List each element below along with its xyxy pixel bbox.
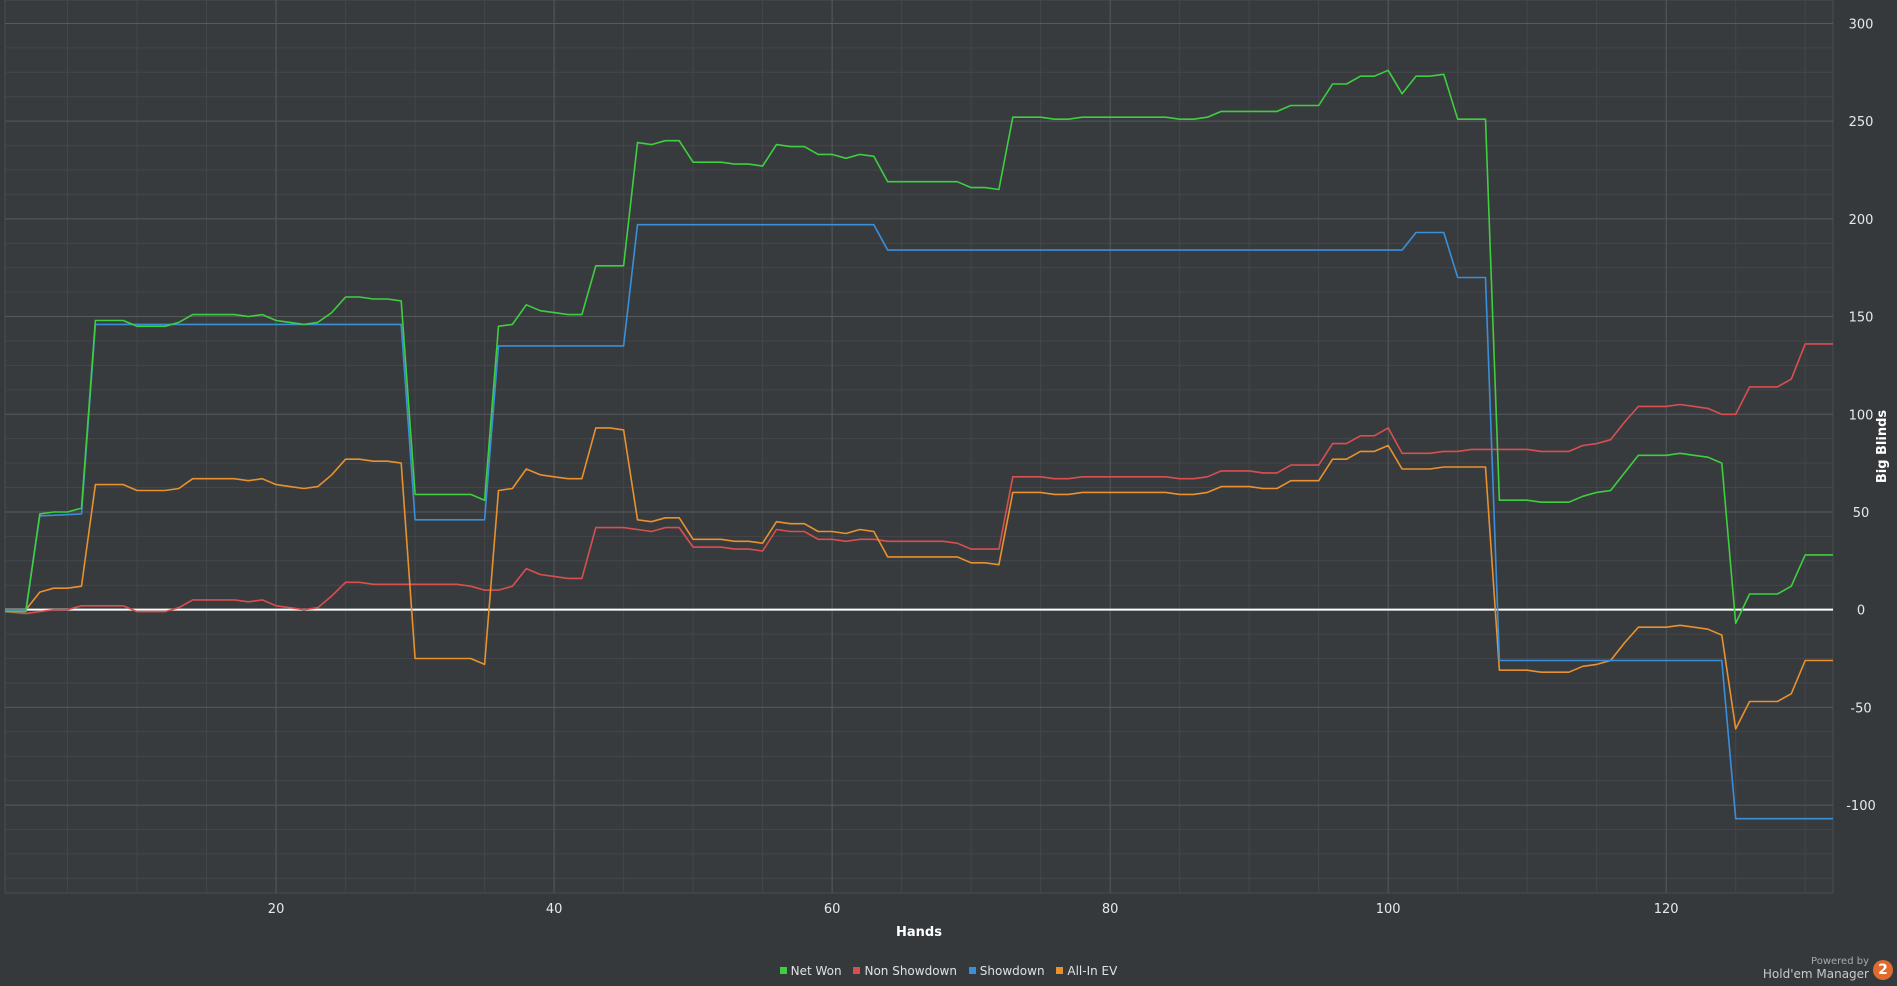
x-tick-label: 100 — [1376, 902, 1401, 917]
series-line-all-in-ev[interactable] — [5, 427, 1833, 730]
legend-item-net-won[interactable]: Net Won — [779, 964, 842, 978]
legend-swatch-non-showdown — [853, 967, 861, 974]
y-tick-label: 300 — [1849, 17, 1874, 32]
chart-legend: Net Won Non Showdown Showdown All-In EV — [0, 964, 1897, 978]
legend-item-non-showdown[interactable]: Non Showdown — [853, 964, 957, 978]
profit-line-chart: 20 40 60 80 100 120 -100 -50 0 50 100 150 200 250 300… — [4, 0, 1890, 940]
y-tick-label: -100 — [1846, 799, 1876, 814]
legend-item-all-in-ev[interactable]: All-In EV — [1056, 964, 1117, 978]
y-tick-label: 100 — [1849, 408, 1874, 423]
y-tick-label: 150 — [1849, 311, 1874, 326]
y-tick-label: -50 — [1850, 701, 1871, 716]
legend-label-non-showdown: Non Showdown — [864, 964, 957, 978]
x-tick-label: 40 — [546, 902, 563, 917]
legend-swatch-net-won — [779, 967, 787, 974]
plot-area — [4, 0, 1834, 894]
branding: Powered by Hold'em Manager 2 — [1762, 956, 1893, 981]
powered-by-text: Powered by — [1811, 956, 1869, 967]
series-line-non-showdown[interactable] — [4, 343, 1833, 615]
y-tick-label: 0 — [1857, 604, 1865, 619]
x-axis-ticks: 20 40 60 80 100 120 — [268, 902, 1679, 917]
x-tick-label: 60 — [824, 902, 841, 917]
chart-grid — [4, 0, 1834, 894]
legend-item-showdown[interactable]: Showdown — [968, 964, 1045, 978]
legend-swatch-showdown — [968, 967, 976, 974]
y-axis-ticks: -100 -50 0 50 100 150 200 250 300 — [1846, 17, 1876, 814]
x-tick-label: 20 — [268, 902, 285, 917]
legend-label-all-in-ev: All-In EV — [1067, 964, 1118, 978]
x-axis-title: Hands — [896, 925, 942, 940]
series-lines — [4, 69, 1833, 820]
legend-label-showdown: Showdown — [979, 964, 1045, 978]
y-axis-title: Big Blinds — [1875, 410, 1890, 484]
series-line-net-won[interactable] — [5, 69, 1833, 625]
legend-label-net-won: Net Won — [790, 964, 842, 978]
y-tick-label: 50 — [1853, 506, 1870, 521]
product-name: Hold'em Manager — [1762, 967, 1869, 981]
y-tick-label: 250 — [1849, 115, 1874, 130]
x-tick-label: 80 — [1102, 902, 1119, 917]
y-tick-label: 200 — [1849, 213, 1874, 228]
legend-swatch-all-in-ev — [1056, 967, 1064, 974]
x-tick-label: 120 — [1654, 902, 1679, 917]
hem2-logo-icon: 2 — [1873, 960, 1893, 980]
